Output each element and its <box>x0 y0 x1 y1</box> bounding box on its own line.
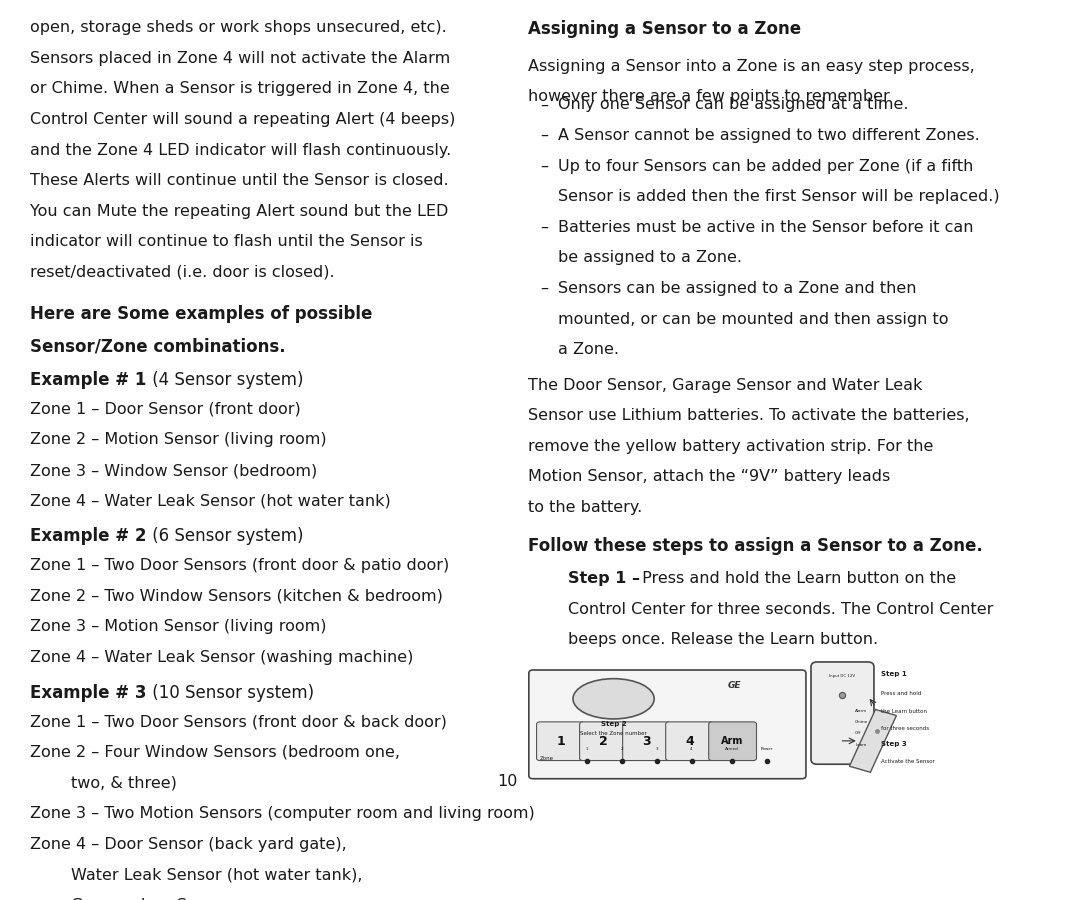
FancyBboxPatch shape <box>708 722 756 760</box>
FancyBboxPatch shape <box>529 670 806 778</box>
Text: Sensor use Lithium batteries. To activate the batteries,: Sensor use Lithium batteries. To activat… <box>528 409 970 423</box>
Text: or Chime. When a Sensor is triggered in Zone 4, the: or Chime. When a Sensor is triggered in … <box>30 81 450 96</box>
Text: Zone 3 – Window Sensor (bedroom): Zone 3 – Window Sensor (bedroom) <box>30 464 318 478</box>
Text: for three seconds: for three seconds <box>881 726 929 732</box>
FancyBboxPatch shape <box>811 662 874 764</box>
Text: Sensors placed in Zone 4 will not activate the Alarm: Sensors placed in Zone 4 will not activa… <box>30 50 450 66</box>
Text: (10 Sensor system): (10 Sensor system) <box>147 684 314 702</box>
Text: Zone 4 – Water Leak Sensor (washing machine): Zone 4 – Water Leak Sensor (washing mach… <box>30 650 414 665</box>
Text: Zone 4 – Water Leak Sensor (hot water tank): Zone 4 – Water Leak Sensor (hot water ta… <box>30 494 391 508</box>
Text: Press and hold the Learn button on the: Press and hold the Learn button on the <box>637 571 957 586</box>
Ellipse shape <box>573 679 654 719</box>
Text: mounted, or can be mounted and then assign to: mounted, or can be mounted and then assi… <box>558 311 948 327</box>
Text: Assigning a Sensor into a Zone is an easy step process,: Assigning a Sensor into a Zone is an eas… <box>528 58 974 74</box>
Text: open, storage sheds or work shops unsecured, etc).: open, storage sheds or work shops unsecu… <box>30 20 447 35</box>
FancyBboxPatch shape <box>623 722 671 760</box>
Text: Step 1: Step 1 <box>881 670 907 677</box>
Text: indicator will continue to flash until the Sensor is: indicator will continue to flash until t… <box>30 234 423 249</box>
Text: Zone 1 – Door Sensor (front door): Zone 1 – Door Sensor (front door) <box>30 401 301 417</box>
FancyBboxPatch shape <box>537 722 584 760</box>
Text: Step 1 –: Step 1 – <box>568 571 640 586</box>
Text: Step 3: Step 3 <box>881 741 907 747</box>
Text: Zone 2 – Two Window Sensors (kitchen & bedroom): Zone 2 – Two Window Sensors (kitchen & b… <box>30 589 443 604</box>
Text: The Door Sensor, Garage Sensor and Water Leak: The Door Sensor, Garage Sensor and Water… <box>528 378 922 392</box>
Text: Zone 2 – Four Window Sensors (bedroom one,: Zone 2 – Four Window Sensors (bedroom on… <box>30 745 401 760</box>
Text: Garage door Sensor: Garage door Sensor <box>30 898 232 900</box>
Text: Activate the Sensor: Activate the Sensor <box>881 759 935 763</box>
Text: Press and hold: Press and hold <box>881 691 921 696</box>
Text: Example # 2: Example # 2 <box>30 527 147 545</box>
Text: Up to four Sensors can be added per Zone (if a fifth: Up to four Sensors can be added per Zone… <box>558 158 974 174</box>
Text: Zone 1 – Two Door Sensors (front door & patio door): Zone 1 – Two Door Sensors (front door & … <box>30 558 449 573</box>
Text: A Sensor cannot be assigned to two different Zones.: A Sensor cannot be assigned to two diffe… <box>558 128 980 143</box>
Text: (4 Sensor system): (4 Sensor system) <box>147 371 303 389</box>
Text: 2: 2 <box>599 734 608 748</box>
FancyBboxPatch shape <box>580 722 627 760</box>
Text: to the battery.: to the battery. <box>528 500 643 515</box>
Text: –: – <box>540 220 548 235</box>
Text: Sensor is added then the first Sensor will be replaced.): Sensor is added then the first Sensor wi… <box>558 189 1000 204</box>
Text: Off: Off <box>855 732 862 735</box>
Text: and the Zone 4 LED indicator will flash continuously.: and the Zone 4 LED indicator will flash … <box>30 142 451 157</box>
Text: Example # 1: Example # 1 <box>30 371 147 389</box>
Text: Motion Sensor, attach the “9V” battery leads: Motion Sensor, attach the “9V” battery l… <box>528 470 890 484</box>
Text: beeps once. Release the Learn button.: beeps once. Release the Learn button. <box>568 632 878 647</box>
Text: Here are Some examples of possible: Here are Some examples of possible <box>30 305 373 323</box>
Text: Zone 1 – Two Door Sensors (front door & back door): Zone 1 – Two Door Sensors (front door & … <box>30 715 447 729</box>
Text: Assigning a Sensor to a Zone: Assigning a Sensor to a Zone <box>528 20 801 38</box>
Text: however there are a few points to remember: however there are a few points to rememb… <box>528 89 890 104</box>
Text: You can Mute the repeating Alert sound but the LED: You can Mute the repeating Alert sound b… <box>30 203 449 219</box>
Text: Control Center for three seconds. The Control Center: Control Center for three seconds. The Co… <box>568 601 994 617</box>
Text: Zone: Zone <box>540 756 554 761</box>
Text: Chime: Chime <box>855 720 868 724</box>
Text: Step 2: Step 2 <box>600 721 626 727</box>
Text: Select the Zone number: Select the Zone number <box>580 731 647 735</box>
Text: (6 Sensor system): (6 Sensor system) <box>147 527 303 545</box>
Text: 2: 2 <box>620 747 623 751</box>
Polygon shape <box>849 709 896 772</box>
Text: 4: 4 <box>690 747 693 751</box>
Text: Follow these steps to assign a Sensor to a Zone.: Follow these steps to assign a Sensor to… <box>528 537 983 555</box>
Text: GE: GE <box>728 681 741 690</box>
Text: Input DC 12V: Input DC 12V <box>829 674 855 678</box>
Text: reset/deactivated (i.e. door is closed).: reset/deactivated (i.e. door is closed). <box>30 265 335 280</box>
Text: 3: 3 <box>656 747 658 751</box>
Text: –: – <box>540 128 548 143</box>
Text: 4: 4 <box>685 734 694 748</box>
Text: 1: 1 <box>585 747 588 751</box>
Text: Example # 3: Example # 3 <box>30 684 147 702</box>
Text: –: – <box>540 281 548 296</box>
Text: Alarm: Alarm <box>855 709 867 713</box>
Text: Zone 3 – Two Motion Sensors (computer room and living room): Zone 3 – Two Motion Sensors (computer ro… <box>30 806 536 821</box>
Text: Arm: Arm <box>721 736 744 746</box>
Text: Control Center will sound a repeating Alert (4 beeps): Control Center will sound a repeating Al… <box>30 112 456 127</box>
FancyBboxPatch shape <box>665 722 714 760</box>
Text: remove the yellow battery activation strip. For the: remove the yellow battery activation str… <box>528 439 933 454</box>
Text: Batteries must be active in the Sensor before it can: Batteries must be active in the Sensor b… <box>558 220 974 235</box>
Text: Learn: Learn <box>855 742 866 747</box>
Text: 1: 1 <box>556 734 565 748</box>
Text: Power: Power <box>760 747 773 751</box>
Text: a Zone.: a Zone. <box>558 342 619 357</box>
Text: Water Leak Sensor (hot water tank),: Water Leak Sensor (hot water tank), <box>30 868 363 882</box>
Text: two, & three): two, & three) <box>30 776 177 790</box>
Text: Sensors can be assigned to a Zone and then: Sensors can be assigned to a Zone and th… <box>558 281 917 296</box>
Text: Zone 3 – Motion Sensor (living room): Zone 3 – Motion Sensor (living room) <box>30 619 327 634</box>
Text: 10: 10 <box>497 774 517 789</box>
Text: 3: 3 <box>643 734 651 748</box>
Text: Zone 4 – Door Sensor (back yard gate),: Zone 4 – Door Sensor (back yard gate), <box>30 837 347 851</box>
Text: be assigned to a Zone.: be assigned to a Zone. <box>558 250 742 266</box>
Text: –: – <box>540 97 548 112</box>
Text: Zone 2 – Motion Sensor (living room): Zone 2 – Motion Sensor (living room) <box>30 432 327 447</box>
Text: –: – <box>540 158 548 174</box>
Text: Armed: Armed <box>725 747 739 751</box>
Text: These Alerts will continue until the Sensor is closed.: These Alerts will continue until the Sen… <box>30 173 449 188</box>
Text: Only one Sensor can be assigned at a time.: Only one Sensor can be assigned at a tim… <box>558 97 908 112</box>
Text: Sensor/Zone combinations.: Sensor/Zone combinations. <box>30 338 286 356</box>
Text: the Learn button: the Learn button <box>881 708 927 714</box>
